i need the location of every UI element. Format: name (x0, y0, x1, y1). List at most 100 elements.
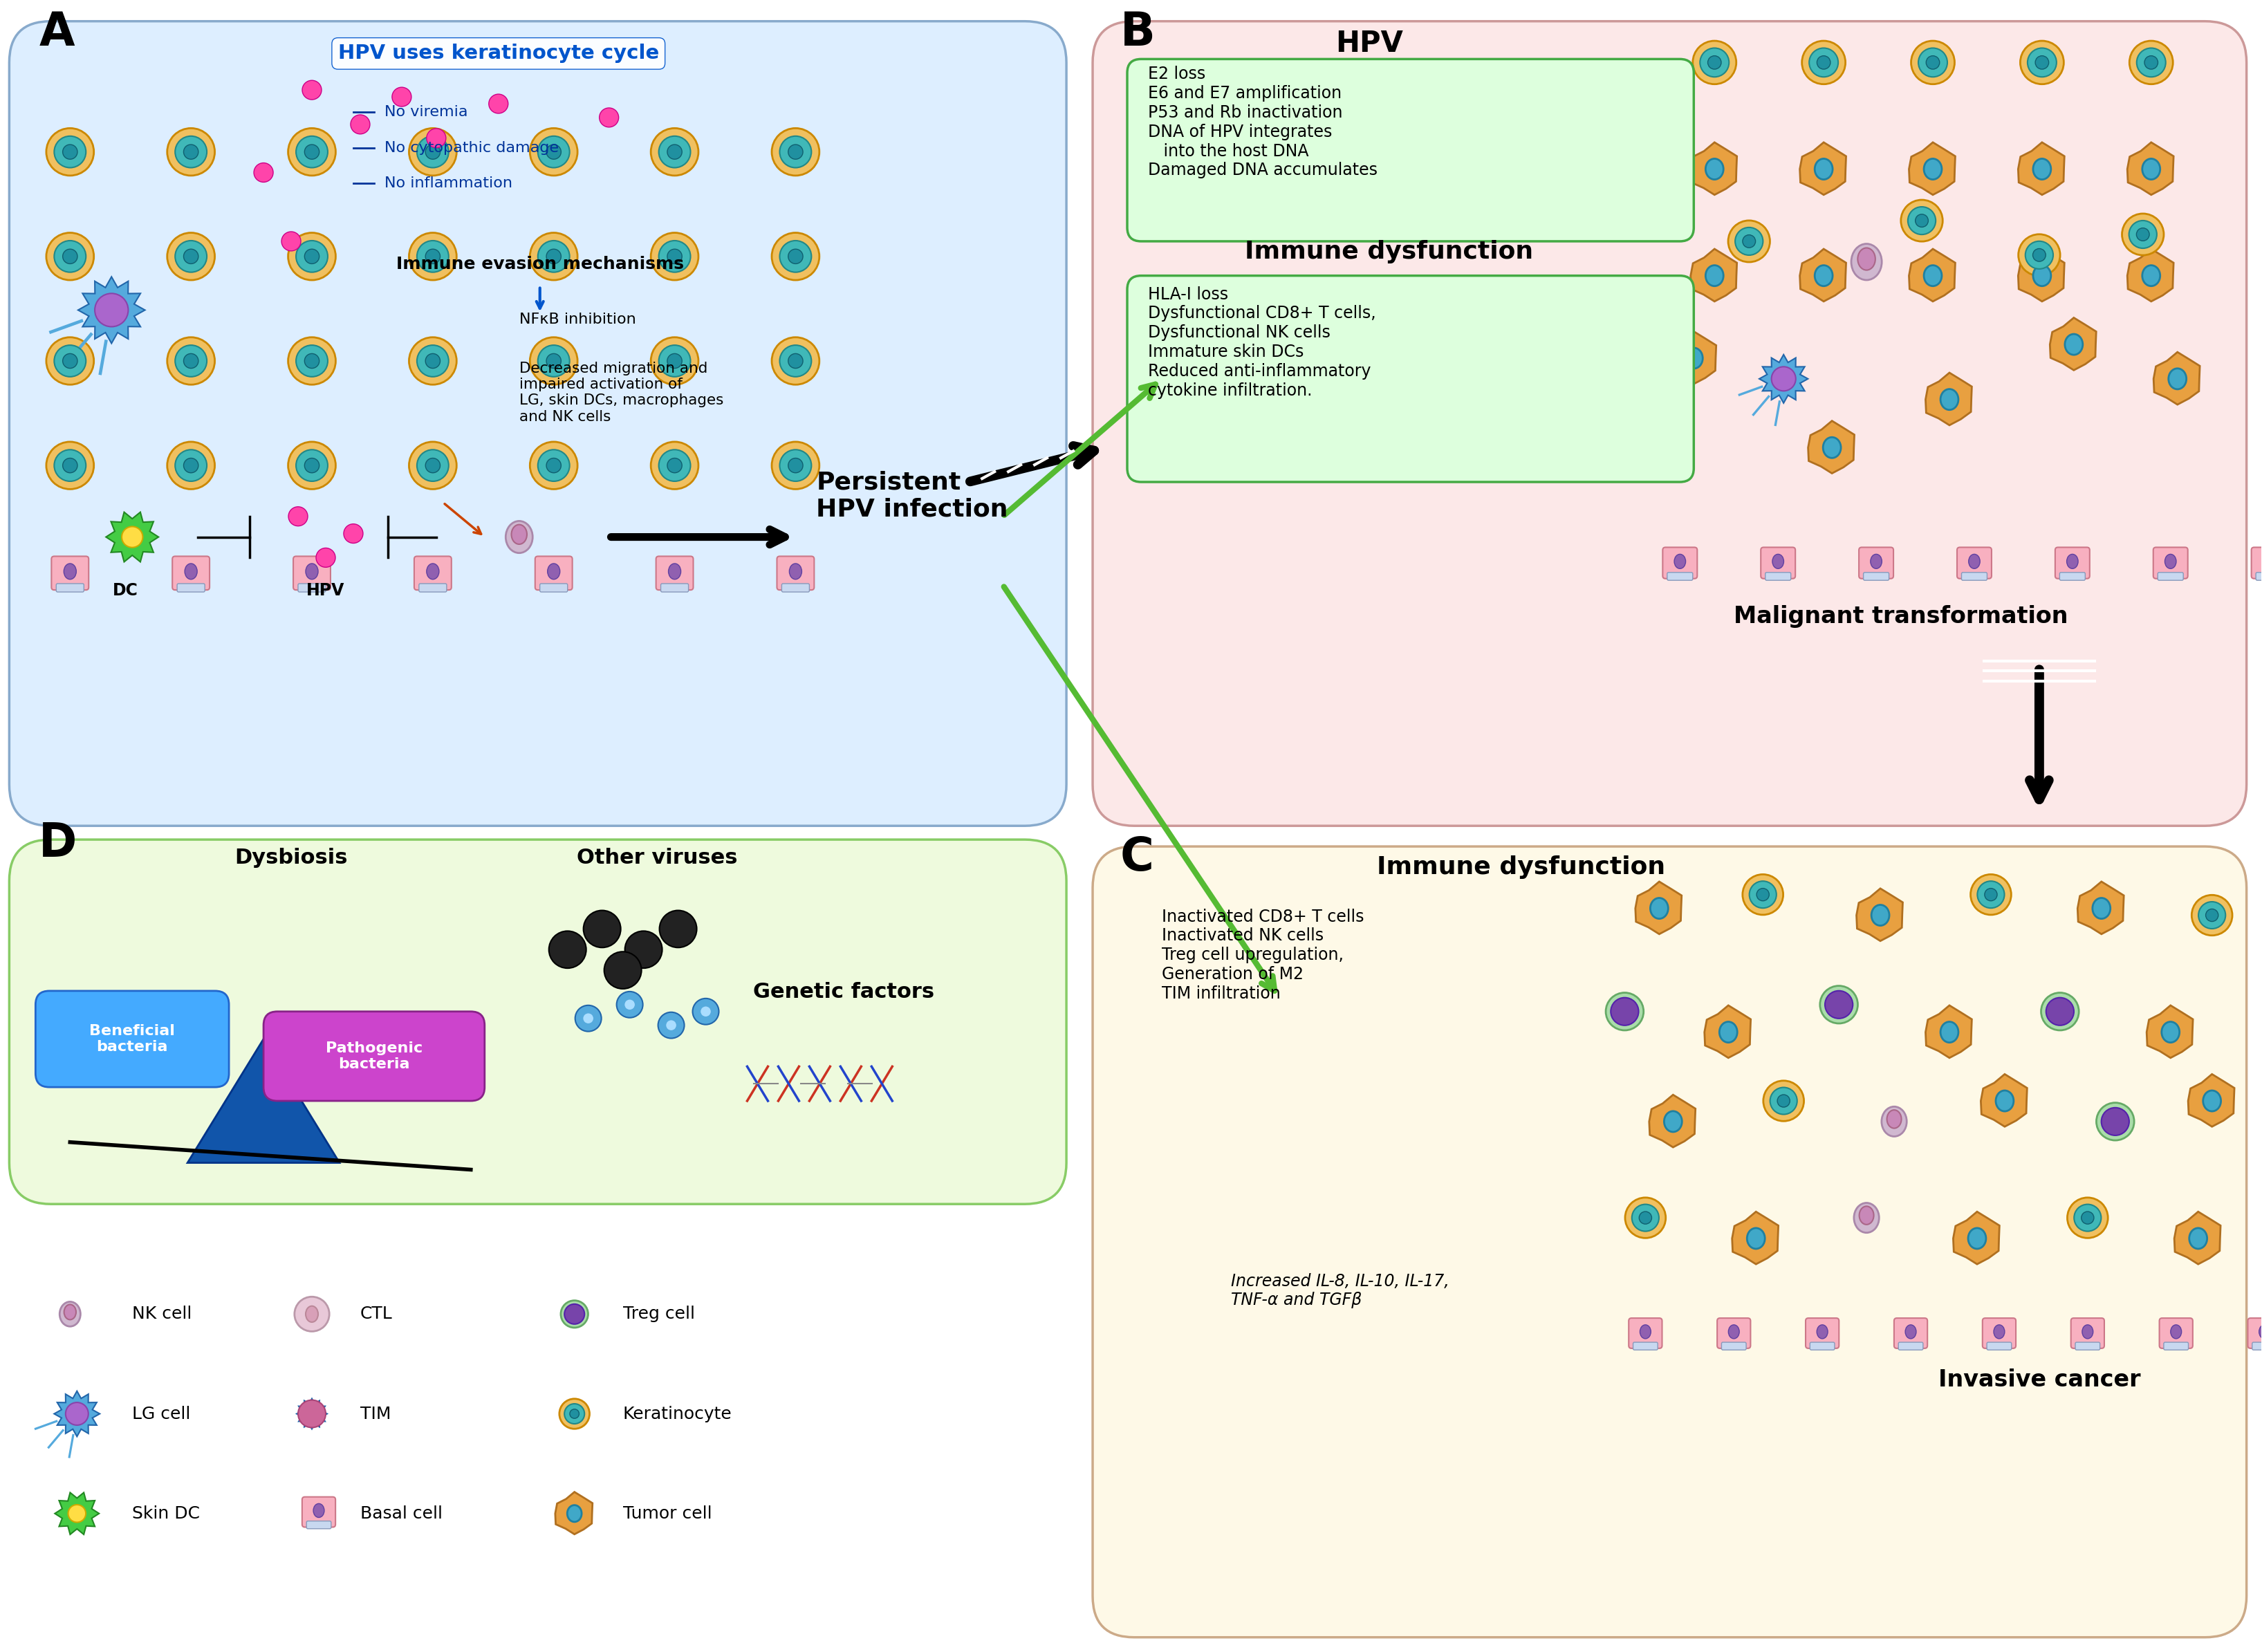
Circle shape (1911, 41, 1954, 84)
FancyBboxPatch shape (1961, 572, 1986, 580)
Ellipse shape (547, 563, 561, 580)
Ellipse shape (305, 563, 319, 580)
Polygon shape (1801, 142, 1846, 195)
Circle shape (63, 354, 77, 368)
Circle shape (604, 952, 642, 990)
Ellipse shape (1855, 1203, 1880, 1232)
Ellipse shape (1925, 159, 1941, 180)
FancyBboxPatch shape (1633, 1341, 1658, 1350)
Polygon shape (2174, 1211, 2221, 1264)
Polygon shape (2126, 142, 2174, 195)
Ellipse shape (1719, 1021, 1737, 1042)
FancyBboxPatch shape (52, 557, 88, 590)
Circle shape (416, 345, 448, 377)
FancyBboxPatch shape (1667, 572, 1692, 580)
Polygon shape (1690, 142, 1737, 195)
Circle shape (167, 233, 215, 281)
Circle shape (305, 249, 319, 264)
Circle shape (167, 441, 215, 489)
Circle shape (1977, 881, 2004, 909)
Circle shape (1825, 991, 1853, 1019)
FancyBboxPatch shape (1764, 572, 1792, 580)
Circle shape (550, 932, 586, 968)
Ellipse shape (1814, 266, 1832, 286)
Circle shape (2129, 41, 2174, 84)
Text: CTL: CTL (360, 1305, 394, 1322)
Circle shape (425, 458, 441, 472)
Polygon shape (54, 1492, 100, 1535)
Circle shape (294, 1297, 330, 1332)
FancyBboxPatch shape (1810, 1341, 1834, 1350)
Text: Immune dysfunction: Immune dysfunction (1378, 856, 1665, 879)
Ellipse shape (1905, 1325, 1916, 1338)
Text: NK cell: NK cell (131, 1305, 192, 1322)
Polygon shape (1857, 889, 1902, 942)
FancyBboxPatch shape (303, 1497, 335, 1526)
Circle shape (667, 458, 683, 472)
Circle shape (45, 337, 93, 385)
Circle shape (54, 345, 86, 377)
Circle shape (771, 129, 819, 175)
Circle shape (559, 1399, 590, 1429)
Text: Immune evasion mechanisms: Immune evasion mechanisms (396, 256, 683, 273)
Ellipse shape (428, 563, 439, 580)
Circle shape (1771, 1087, 1796, 1115)
Text: TIM: TIM (360, 1406, 391, 1422)
Circle shape (651, 129, 699, 175)
Ellipse shape (305, 1307, 319, 1322)
Circle shape (2138, 48, 2165, 78)
Circle shape (2020, 41, 2063, 84)
Circle shape (305, 458, 319, 472)
FancyBboxPatch shape (1126, 276, 1694, 482)
Polygon shape (1760, 355, 1807, 403)
Circle shape (2067, 1198, 2108, 1237)
Circle shape (425, 249, 441, 264)
Text: Other viruses: Other viruses (577, 847, 737, 867)
Circle shape (787, 249, 803, 264)
Ellipse shape (1685, 349, 1703, 368)
Ellipse shape (2067, 553, 2079, 568)
Text: C: C (1120, 834, 1154, 881)
Circle shape (570, 1409, 579, 1419)
Ellipse shape (2142, 266, 2160, 286)
Circle shape (561, 1300, 588, 1328)
Circle shape (771, 233, 819, 281)
Circle shape (1692, 41, 1737, 84)
Circle shape (54, 241, 86, 273)
Text: HPV: HPV (308, 582, 344, 600)
Circle shape (1640, 1211, 1651, 1224)
Circle shape (489, 94, 509, 114)
FancyBboxPatch shape (36, 991, 228, 1087)
Circle shape (2034, 248, 2045, 261)
FancyBboxPatch shape (2158, 572, 2183, 580)
Ellipse shape (1993, 1325, 2004, 1338)
Circle shape (2205, 909, 2219, 922)
Circle shape (391, 88, 412, 106)
FancyBboxPatch shape (1721, 1341, 1746, 1350)
Polygon shape (2187, 1074, 2235, 1127)
Polygon shape (2147, 1006, 2192, 1057)
Circle shape (538, 135, 570, 169)
Circle shape (68, 1505, 86, 1521)
Ellipse shape (1925, 266, 1941, 286)
Circle shape (771, 441, 819, 489)
Circle shape (661, 910, 697, 948)
Ellipse shape (1941, 1021, 1959, 1042)
Polygon shape (1649, 1095, 1696, 1146)
Text: Pathogenic
bacteria: Pathogenic bacteria (326, 1041, 423, 1070)
Circle shape (658, 345, 690, 377)
Circle shape (624, 932, 663, 968)
Ellipse shape (507, 520, 532, 553)
Circle shape (296, 345, 328, 377)
Circle shape (529, 337, 577, 385)
Circle shape (63, 145, 77, 159)
FancyBboxPatch shape (2072, 1318, 2104, 1348)
Ellipse shape (1850, 244, 1882, 281)
Polygon shape (1733, 1211, 1778, 1264)
Ellipse shape (2065, 334, 2083, 355)
Ellipse shape (63, 563, 77, 580)
FancyBboxPatch shape (1864, 572, 1889, 580)
Text: Treg cell: Treg cell (622, 1305, 694, 1322)
Circle shape (780, 345, 812, 377)
Circle shape (63, 249, 77, 264)
